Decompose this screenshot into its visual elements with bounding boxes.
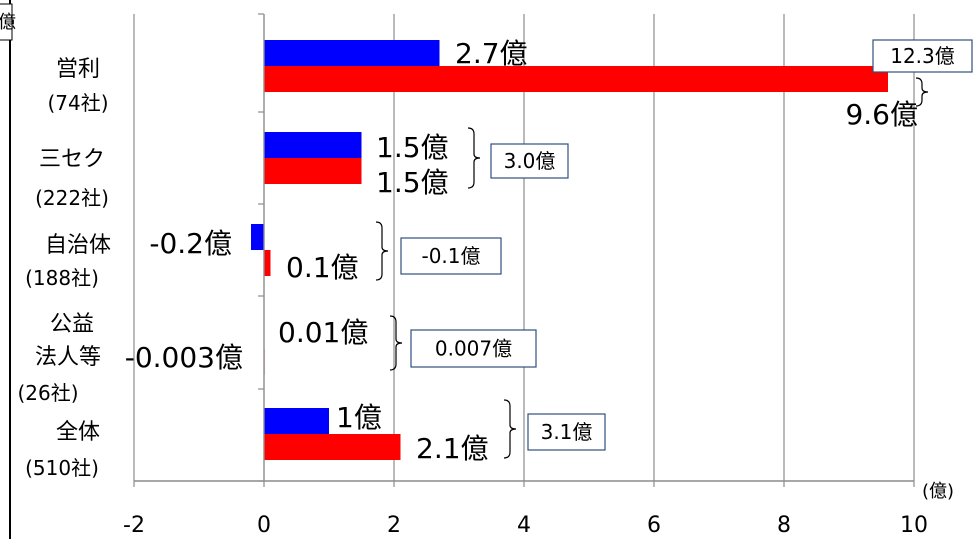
bar-red [264,66,888,92]
value-label: 1億 [336,401,382,434]
category-count-label: (510社) [25,456,99,480]
value-label: 1.5億 [376,166,449,199]
x-tick-label: 8 [777,513,791,538]
value-label: 0.01億 [278,316,368,349]
bar-red [264,434,401,460]
total-bracket [503,399,517,459]
value-label: 2.1億 [416,432,489,465]
category-label: 公益 [50,312,94,337]
category-count-label: (74社) [47,91,108,115]
category-label: 営利 [56,57,100,82]
value-label: 0.1億 [286,251,359,284]
total-bracket [915,77,929,107]
total-box [872,39,973,73]
corner-unit-box [0,3,13,41]
corner-unit-label: 億 [0,12,16,33]
bar-red [264,250,271,276]
bar-blue [264,408,329,434]
x-tick-label: 2 [387,513,401,538]
value-label: 9.6億 [845,98,918,131]
total-bracket [467,127,481,189]
total-label: 12.3億 [890,44,955,68]
category-label: 全体 [56,420,100,445]
value-label: -0.2億 [149,227,232,260]
category-label: 法人等 [35,345,101,370]
x-tick-label: 10 [900,513,928,538]
x-tick-label: -2 [123,513,145,538]
total-box [527,413,606,451]
category-label: 自治体 [45,233,111,258]
total-bracket [375,221,389,281]
bar-blue [264,40,440,66]
category-count-label: (26社) [17,381,78,405]
bar-red [264,158,362,184]
total-label: 3.1億 [541,420,593,444]
value-label: -0.003億 [125,341,243,374]
value-label: 2.7億 [455,37,528,70]
total-label: 0.007億 [435,337,512,361]
bar-blue [251,224,264,250]
total-label: -0.1億 [421,244,480,268]
category-count-label: (188社) [25,266,99,290]
total-box [400,237,502,275]
value-label: 1.5億 [376,131,449,164]
x-tick-label: 4 [517,513,531,538]
bar-blue [264,132,362,158]
total-bracket [389,315,403,371]
total-box [490,143,569,179]
total-box [410,329,537,368]
total-label: 3.0億 [504,149,556,173]
category-label: 三セク [39,147,105,172]
category-count-label: (222社) [35,186,109,210]
x-tick-label: 0 [257,513,271,538]
x-axis-unit-label: (億) [922,481,954,502]
x-tick-label: 6 [647,513,661,538]
